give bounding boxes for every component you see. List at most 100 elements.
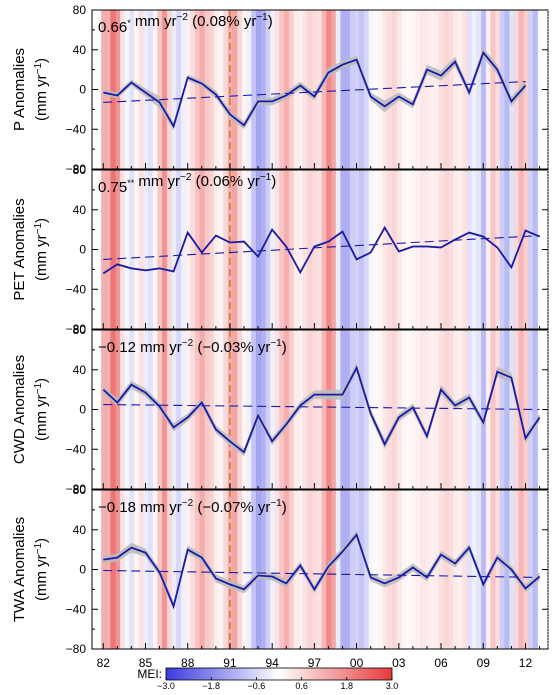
mei-stripe xyxy=(143,330,149,489)
mei-stripe xyxy=(513,10,520,169)
y-axis-unit-label: (mm yr−1) xyxy=(33,538,50,601)
mei-stripe xyxy=(410,170,416,329)
mei-stripe xyxy=(420,170,426,329)
mei-stripe xyxy=(171,10,177,169)
mei-stripe xyxy=(359,170,365,329)
y-axis-unit-label: (mm yr−1) xyxy=(33,58,50,121)
mei-stripe xyxy=(148,490,154,649)
mei-stripe xyxy=(504,170,510,329)
mei-stripe xyxy=(457,490,463,649)
mei-stripe xyxy=(429,10,435,169)
mei-stripe xyxy=(119,490,126,649)
mei-stripe xyxy=(110,330,116,489)
mei-stripe xyxy=(110,490,116,649)
uncertainty-band xyxy=(103,362,540,457)
colorbar-label: MEI: xyxy=(137,667,162,681)
y-tick-label: 80 xyxy=(73,3,87,17)
x-tick-label: 97 xyxy=(308,656,322,670)
mei-stripe xyxy=(373,490,379,649)
y-tick-label: 80 xyxy=(73,483,87,497)
mei-stripe xyxy=(438,10,445,169)
mei-stripe xyxy=(420,330,426,489)
mei-stripe xyxy=(105,490,111,649)
x-axis: 82 85 88 91 94 97 00 03 06 09 12 xyxy=(97,656,533,670)
mei-stripe xyxy=(340,330,346,489)
mei-stripe xyxy=(457,330,463,489)
mei-stripe xyxy=(359,490,365,649)
mei-stripe xyxy=(133,490,140,649)
mei-stripe xyxy=(119,170,126,329)
mei-stripe xyxy=(457,10,463,169)
mei-stripe xyxy=(270,10,276,169)
anomaly-line xyxy=(103,50,527,129)
mei-stripe xyxy=(232,10,238,169)
mei-stripe xyxy=(499,170,506,329)
panels-group: −80 −40 0 40 80 P Anomalies (mm yr−1) 0.66* mm … xyxy=(11,3,549,656)
mei-stripe xyxy=(246,490,252,649)
mei-stripe xyxy=(246,170,252,329)
mei-stripe xyxy=(448,170,454,329)
mei-stripe xyxy=(349,330,355,489)
mei-stripe xyxy=(274,490,280,649)
mei-stripe xyxy=(101,330,107,489)
y-tick-label: 0 xyxy=(79,563,86,577)
mei-stripe xyxy=(218,330,224,489)
mei-stripe xyxy=(115,330,121,489)
mei-stripe xyxy=(377,170,384,329)
mei-stripe xyxy=(443,170,449,329)
mei-stripe xyxy=(481,170,487,329)
mei-stripe xyxy=(396,490,402,649)
mei-stripe xyxy=(528,490,534,649)
mei-stripe xyxy=(424,490,430,649)
mei-stripe xyxy=(194,170,201,329)
mei-stripe xyxy=(495,490,501,649)
mei-stripe xyxy=(532,10,538,169)
mei-stripe xyxy=(471,10,477,169)
mei-stripe xyxy=(162,170,168,329)
mei-stripe xyxy=(213,330,219,489)
mei-stripe xyxy=(335,170,341,329)
mei-stripe xyxy=(509,170,515,329)
y-axis-label: TWA Anomalies xyxy=(11,517,28,622)
trend-line xyxy=(103,403,540,411)
mei-stripe xyxy=(476,10,482,169)
colorbar-tick-label: 1.8 xyxy=(341,681,354,691)
mei-stripe xyxy=(513,170,520,329)
mei-stripe xyxy=(185,330,191,489)
mei-stripe xyxy=(129,330,135,489)
panel-1: −80 −40 0 40 80 P Anomalies (mm yr−1) 0.66* mm … xyxy=(11,3,549,176)
mei-stripe xyxy=(401,10,407,169)
colorbar-gradient xyxy=(165,667,393,681)
mei-stripe xyxy=(223,490,229,649)
mei-stripe xyxy=(387,10,393,169)
mei-stripe xyxy=(223,330,229,489)
mei-stripe xyxy=(176,490,182,649)
mei-stripe xyxy=(368,330,374,489)
mei-stripe xyxy=(152,10,158,169)
mei-stripe xyxy=(232,330,238,489)
mei-stripe xyxy=(232,170,238,329)
mei-stripe xyxy=(288,330,294,489)
mei-stripe xyxy=(223,170,229,329)
x-tick-label: 85 xyxy=(139,656,153,670)
mei-stripe xyxy=(396,330,402,489)
mei-stripe xyxy=(528,170,534,329)
mei-stripe xyxy=(218,10,224,169)
mei-stripe xyxy=(260,170,266,329)
y-tick-label: −80 xyxy=(66,162,87,176)
trend-line xyxy=(103,569,540,578)
mei-stripe xyxy=(532,170,538,329)
mei-stripe xyxy=(185,490,191,649)
mei-background xyxy=(101,170,538,329)
mei-stripe xyxy=(340,490,346,649)
mei-stripe xyxy=(115,170,121,329)
mei-stripe xyxy=(274,330,280,489)
x-tick-label: 12 xyxy=(519,656,533,670)
mei-stripe xyxy=(251,330,257,489)
mei-stripe xyxy=(213,10,219,169)
mei-stripe xyxy=(270,330,276,489)
mei-stripe xyxy=(209,170,215,329)
mei-stripe xyxy=(335,10,341,169)
mei-stripe xyxy=(101,170,107,329)
